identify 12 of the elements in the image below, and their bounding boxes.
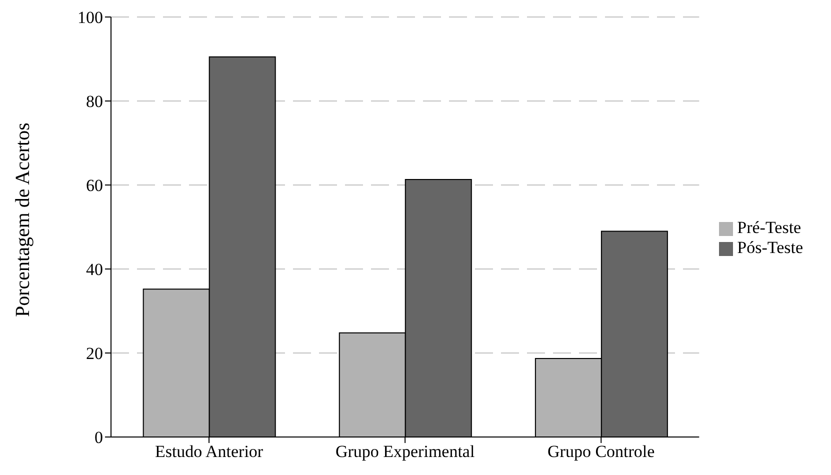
- x-tick-label: Estudo Anterior: [154, 442, 264, 462]
- y-axis-title: Porcentagem de Acertos: [12, 122, 34, 317]
- legend-label: Pré-Teste: [737, 218, 802, 236]
- legend-label: Pós-Teste: [737, 238, 803, 256]
- y-tick-label: 80: [86, 92, 103, 112]
- y-tick-label: 0: [94, 428, 103, 448]
- y-tick-label: 60: [86, 176, 103, 196]
- y-tick-label: 20: [86, 344, 103, 364]
- x-tick-label: Grupo Controle: [548, 442, 655, 462]
- y-tick-label: 40: [86, 260, 103, 280]
- y-tick-label: 100: [78, 8, 103, 28]
- x-tick-label: Grupo Experimental: [335, 442, 475, 462]
